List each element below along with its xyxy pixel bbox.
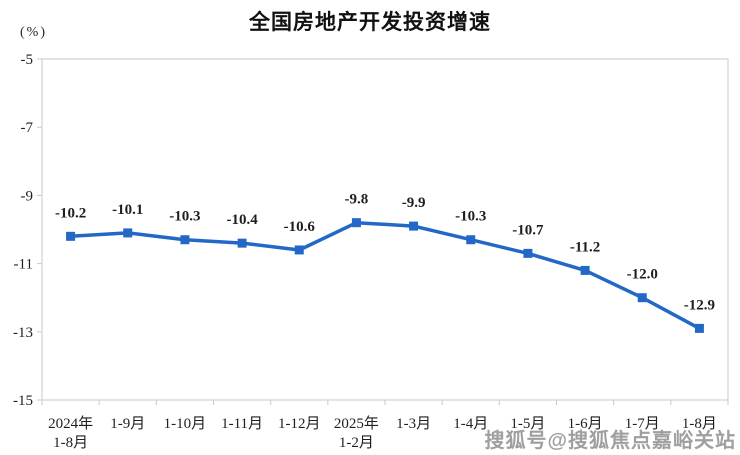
data-point-label: -10.4 (226, 212, 258, 228)
axes: -5 -7 -9 -11 -13 -15 2024年 1-8月 1-9月 1-10月 1-11月 1-… (13, 52, 729, 451)
y-axis-unit-label: (%) (20, 25, 47, 40)
x-axis-category-label: 2024年 (48, 415, 93, 432)
x-axis-category-label: 1-5月 (510, 416, 545, 432)
data-point-marker (409, 221, 419, 231)
data-point-label: -9.9 (402, 195, 426, 211)
data-point-label: -9.8 (345, 192, 369, 208)
x-axis-category-label: 1-4月 (453, 416, 488, 432)
x-axis-category-label: 1-8月 (682, 416, 717, 432)
data-point-marker (180, 235, 190, 245)
x-axis-category-label: 1-12月 (278, 416, 321, 432)
data-point-marker (351, 218, 361, 228)
data-point-marker (237, 238, 247, 248)
x-axis-category-label: 1-6月 (568, 416, 603, 432)
watermark-text: 搜狐号@搜狐焦点嘉峪关站 (484, 430, 736, 452)
data-point-label: -10.2 (55, 205, 86, 221)
data-point-label: -11.2 (570, 239, 600, 255)
x-axis-category-label: 1-9月 (110, 416, 145, 432)
chart-title: 全国房地产开发投资增速 (249, 11, 491, 34)
data-point-marker (123, 228, 133, 238)
data-point-label: -12.0 (627, 267, 658, 283)
data-point-marker (694, 323, 704, 333)
data-point-label: -10.7 (512, 222, 544, 238)
data-point-label: -10.3 (455, 209, 486, 225)
data-series: -10.2 -10.1 -10.3 -10.4 -10.6 -9.8 -9.9 -10.3 -1… (55, 192, 715, 333)
data-point-marker (66, 231, 76, 241)
y-axis-tick-label: -15 (13, 393, 33, 409)
x-axis-category-label: 1-10月 (164, 416, 207, 432)
data-point-marker (466, 235, 476, 245)
y-axis-tick-label: -5 (21, 52, 34, 68)
x-axis-category-label: 1-7月 (625, 416, 660, 432)
data-point-marker (523, 248, 533, 258)
data-point-label: -10.3 (169, 209, 200, 225)
x-axis-category-label: 1-11月 (221, 416, 263, 432)
data-point-marker (294, 245, 304, 255)
data-point-label: -10.6 (284, 219, 316, 235)
x-axis-category-label: 1-3月 (396, 416, 431, 432)
data-point-label: -10.1 (112, 202, 143, 218)
data-point-marker (580, 265, 590, 275)
x-axis-category-label: 1-2月 (339, 435, 374, 451)
y-axis-tick-label: -11 (14, 257, 33, 273)
y-axis-tick-label: -9 (21, 188, 34, 204)
y-axis-tick-label: -13 (13, 325, 33, 341)
data-point-marker (637, 293, 647, 303)
x-axis-category-label: 2025年 (334, 415, 379, 432)
y-axis-tick-label: -7 (21, 120, 34, 136)
x-axis-category-label: 1-8月 (53, 435, 88, 451)
data-point-label: -12.9 (684, 297, 715, 313)
series-line (70, 220, 701, 330)
